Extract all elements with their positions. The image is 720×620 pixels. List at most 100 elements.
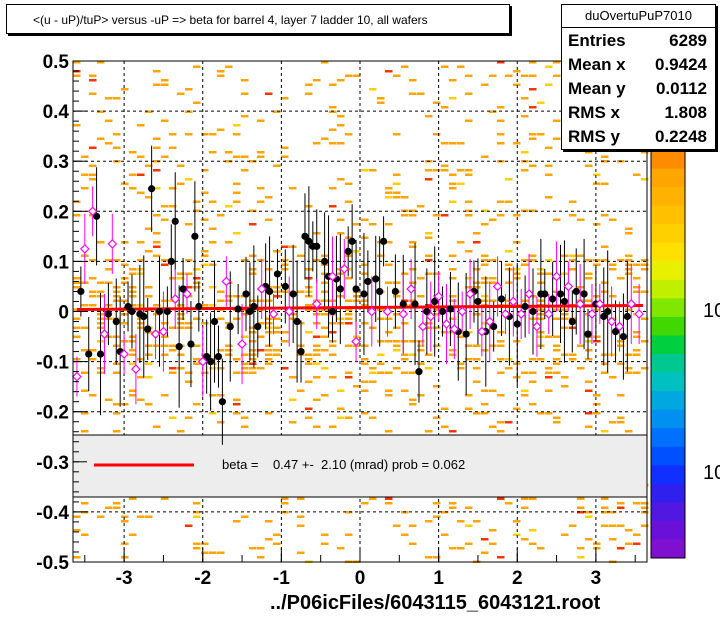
data-point	[411, 300, 419, 308]
color-scale-band	[651, 187, 685, 207]
data-point	[351, 336, 361, 347]
y-tick-label: 0.2	[43, 202, 69, 223]
data-point	[611, 327, 620, 336]
y-tick-label: 0	[58, 303, 69, 324]
data-point	[237, 339, 247, 349]
stats-value: 0.2248	[655, 127, 707, 146]
data-point	[549, 295, 557, 303]
color-scale-band	[651, 520, 685, 540]
data-point	[500, 309, 511, 319]
data-point	[521, 302, 529, 311]
data-point	[289, 290, 297, 298]
data-point	[339, 264, 350, 274]
data-point	[163, 307, 171, 316]
data-point	[516, 309, 527, 319]
color-scale-band	[651, 539, 685, 559]
data-point	[150, 329, 161, 339]
data-point	[311, 299, 322, 309]
data-point	[556, 290, 565, 298]
color-scale-band	[651, 502, 685, 522]
data-point	[284, 306, 295, 317]
data-point	[497, 295, 506, 303]
color-scale-band	[651, 354, 685, 374]
data-point	[246, 307, 254, 316]
data-point	[399, 300, 407, 308]
data-point	[104, 310, 112, 318]
stats-value: 0.9424	[655, 55, 707, 74]
stats-row-mean-x: Mean x 0.9424	[562, 52, 715, 76]
data-point	[587, 309, 597, 319]
color-scale-band	[651, 242, 685, 262]
data-point	[344, 247, 352, 255]
data-point	[112, 317, 120, 326]
data-point	[379, 237, 388, 245]
data-point	[364, 277, 372, 286]
data-point	[446, 305, 455, 313]
data-point	[634, 309, 644, 319]
data-point	[433, 291, 444, 302]
data-point	[268, 309, 279, 319]
data-point	[119, 349, 129, 359]
color-scale-band	[651, 335, 685, 355]
color-scale-band	[651, 168, 685, 188]
file-path-label: ../P06icFiles/6043115_6043121.root	[270, 592, 601, 614]
y-tick-label: -0.4	[36, 503, 69, 524]
data-point	[513, 320, 521, 328]
data-point	[170, 294, 181, 304]
color-scale-band	[651, 483, 685, 503]
data-point	[234, 305, 242, 313]
data-point	[398, 309, 409, 319]
y-tick-label: 0.5	[43, 52, 70, 73]
color-scale-band	[651, 279, 685, 299]
data-point	[551, 271, 562, 282]
stats-row-entries: Entries 6289	[562, 28, 715, 52]
data-point	[484, 316, 495, 327]
data-point	[438, 307, 447, 316]
data-point	[128, 307, 136, 316]
data-point	[543, 309, 554, 319]
data-point	[372, 275, 380, 283]
data-point	[541, 290, 549, 298]
data-point	[72, 371, 82, 382]
color-scale-band	[651, 316, 685, 336]
data-point	[560, 297, 569, 306]
data-point	[301, 232, 309, 240]
data-point	[352, 285, 360, 293]
data-point	[406, 284, 416, 294]
data-point	[604, 307, 612, 316]
data-point	[431, 297, 439, 306]
data-point	[175, 342, 183, 351]
color-scale-band	[651, 261, 685, 281]
y-tick-label: -0.2	[36, 403, 69, 424]
data-point	[313, 242, 321, 250]
x-tick-label: -2	[194, 568, 211, 589]
data-point	[327, 271, 338, 282]
data-point	[254, 322, 262, 331]
color-scale-band	[651, 150, 685, 170]
stats-row-mean-y: Mean y 0.0112	[562, 76, 715, 100]
data-point	[619, 332, 628, 341]
color-scale-band	[651, 465, 685, 485]
stats-value: 6289	[669, 31, 707, 50]
data-point	[623, 312, 631, 321]
legend-text: beta = 0.47 +- 2.10 (mrad) prob = 0.062	[222, 457, 466, 472]
plot-title: <(u - uP)/tuP> versus -uP => beta for ba…	[6, 4, 510, 34]
color-scale-band	[651, 409, 685, 429]
data-point	[415, 368, 423, 376]
data-point	[96, 350, 105, 358]
data-point	[250, 302, 258, 311]
data-point	[366, 306, 377, 317]
x-tick-label: 0	[355, 568, 366, 589]
data-point	[418, 321, 428, 332]
fit-line	[76, 303, 644, 311]
x-tick-label: 3	[591, 568, 602, 589]
data-point	[626, 299, 637, 309]
stats-label: RMS x	[568, 103, 620, 122]
x-tick-label: -1	[273, 568, 290, 589]
color-scale-band	[651, 224, 685, 244]
data-point	[77, 287, 85, 296]
data-point	[391, 287, 399, 296]
y-tick-label: -0.1	[36, 353, 69, 374]
data-point	[477, 326, 487, 337]
data-point	[614, 321, 625, 332]
